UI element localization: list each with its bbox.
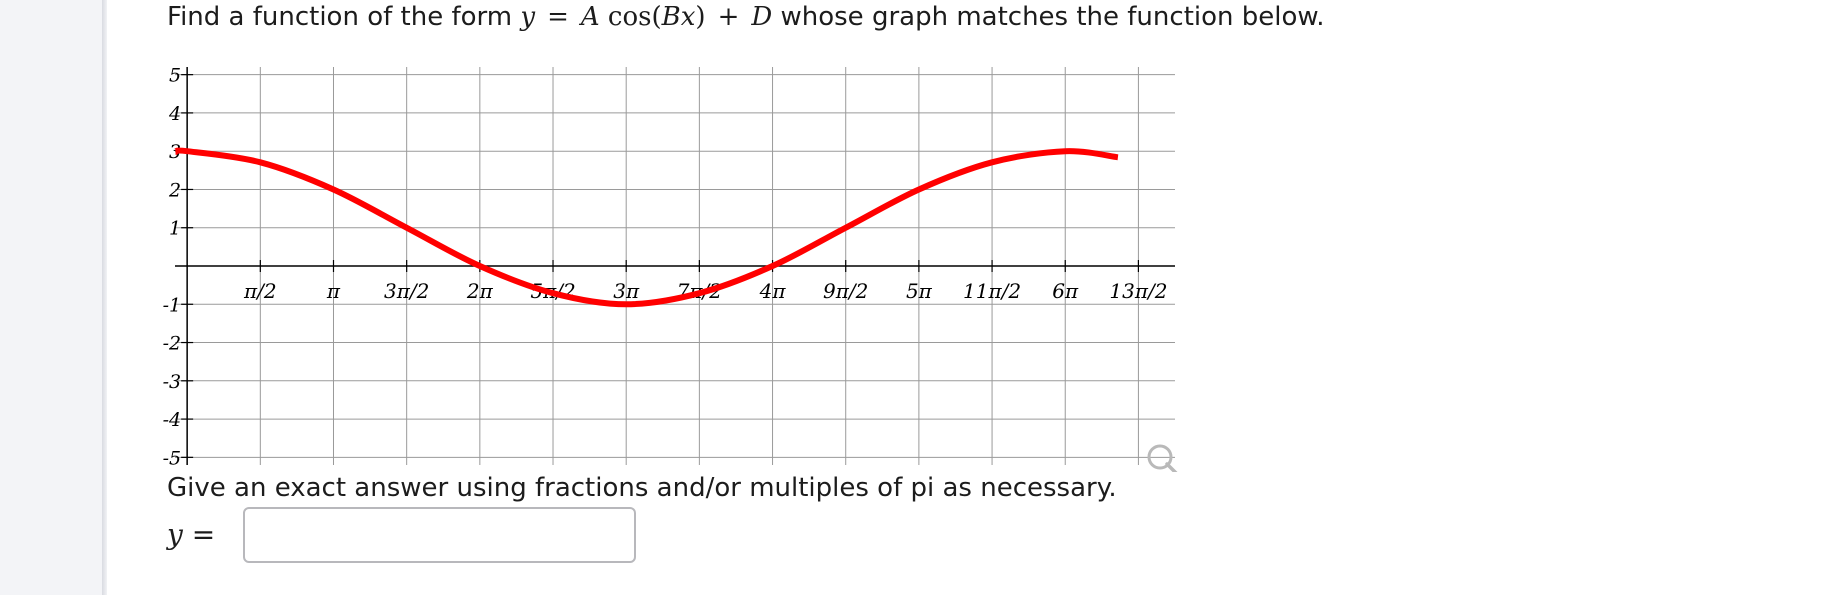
formula-b: B (661, 2, 681, 32)
x-tick-label: 11π/2 (963, 279, 1021, 303)
left-rail-edge (102, 0, 107, 595)
x-tick-label: 4π (759, 279, 787, 303)
y-tick-label: -5 (163, 447, 182, 469)
y-tick-label: -3 (163, 371, 182, 393)
y-tick-label: 4 (168, 103, 181, 125)
answer-label-y: y (167, 518, 183, 551)
formula-paren-open: ( (651, 2, 662, 32)
formula-cos: cos (607, 2, 652, 32)
y-tick-label: 2 (168, 179, 181, 201)
formula-y: y (520, 2, 536, 32)
formula-paren-close: ) (695, 2, 706, 32)
left-rail (0, 0, 104, 595)
x-tick-label: 5π (906, 279, 933, 303)
answer-label: y = (167, 518, 215, 552)
x-tick-label: 9π/2 (823, 279, 868, 303)
y-tick-label: 1 (169, 218, 181, 240)
axes (175, 67, 1175, 465)
instruction-text: Give an exact answer using fractions and… (167, 473, 1117, 503)
x-tick-label: 3π/2 (384, 279, 429, 303)
question-suffix: whose graph matches the function below. (780, 2, 1325, 32)
x-tick-label: π (326, 279, 341, 303)
y-tick-labels: 5 4 3 2 1 -1 -2 -3 -4 -5 (163, 65, 182, 470)
y-tick-label: -1 (163, 294, 182, 316)
answer-input[interactable] (243, 507, 636, 563)
formula-x: x (680, 2, 696, 32)
question-prefix: Find a function of the form (167, 2, 513, 32)
y-tick-label: -2 (163, 333, 182, 355)
y-tick-label: -4 (163, 409, 182, 431)
x-tick-label: 6π (1052, 279, 1079, 303)
question-text: Find a function of the form y = A cos(Bx) +… (167, 0, 1325, 34)
formula-a: A (580, 2, 600, 32)
x-tick-label: π/2 (243, 279, 277, 303)
formula-equals: = (547, 2, 569, 32)
magnifier-icon[interactable] (1147, 444, 1178, 472)
formula-d: D (751, 2, 773, 32)
x-tick-label: 3π (613, 279, 640, 303)
answer-label-equals: = (191, 518, 216, 551)
curve-layer (172, 147, 1119, 308)
function-graph: π/2 π 3π/2 2π 5π/2 3π 7π/2 4π 9π/2 5π 11π/2 6π 13π/2… (163, 65, 1178, 472)
y-tick-label: 3 (169, 141, 181, 163)
x-tick-label: 2π (466, 279, 494, 303)
formula-plus: + (717, 2, 740, 32)
question-formula: y = A cos(Bx) + D (520, 2, 780, 32)
y-tick-label: 5 (169, 65, 181, 87)
x-tick-label: 13π/2 (1109, 279, 1167, 303)
function-curve (172, 147, 1119, 308)
